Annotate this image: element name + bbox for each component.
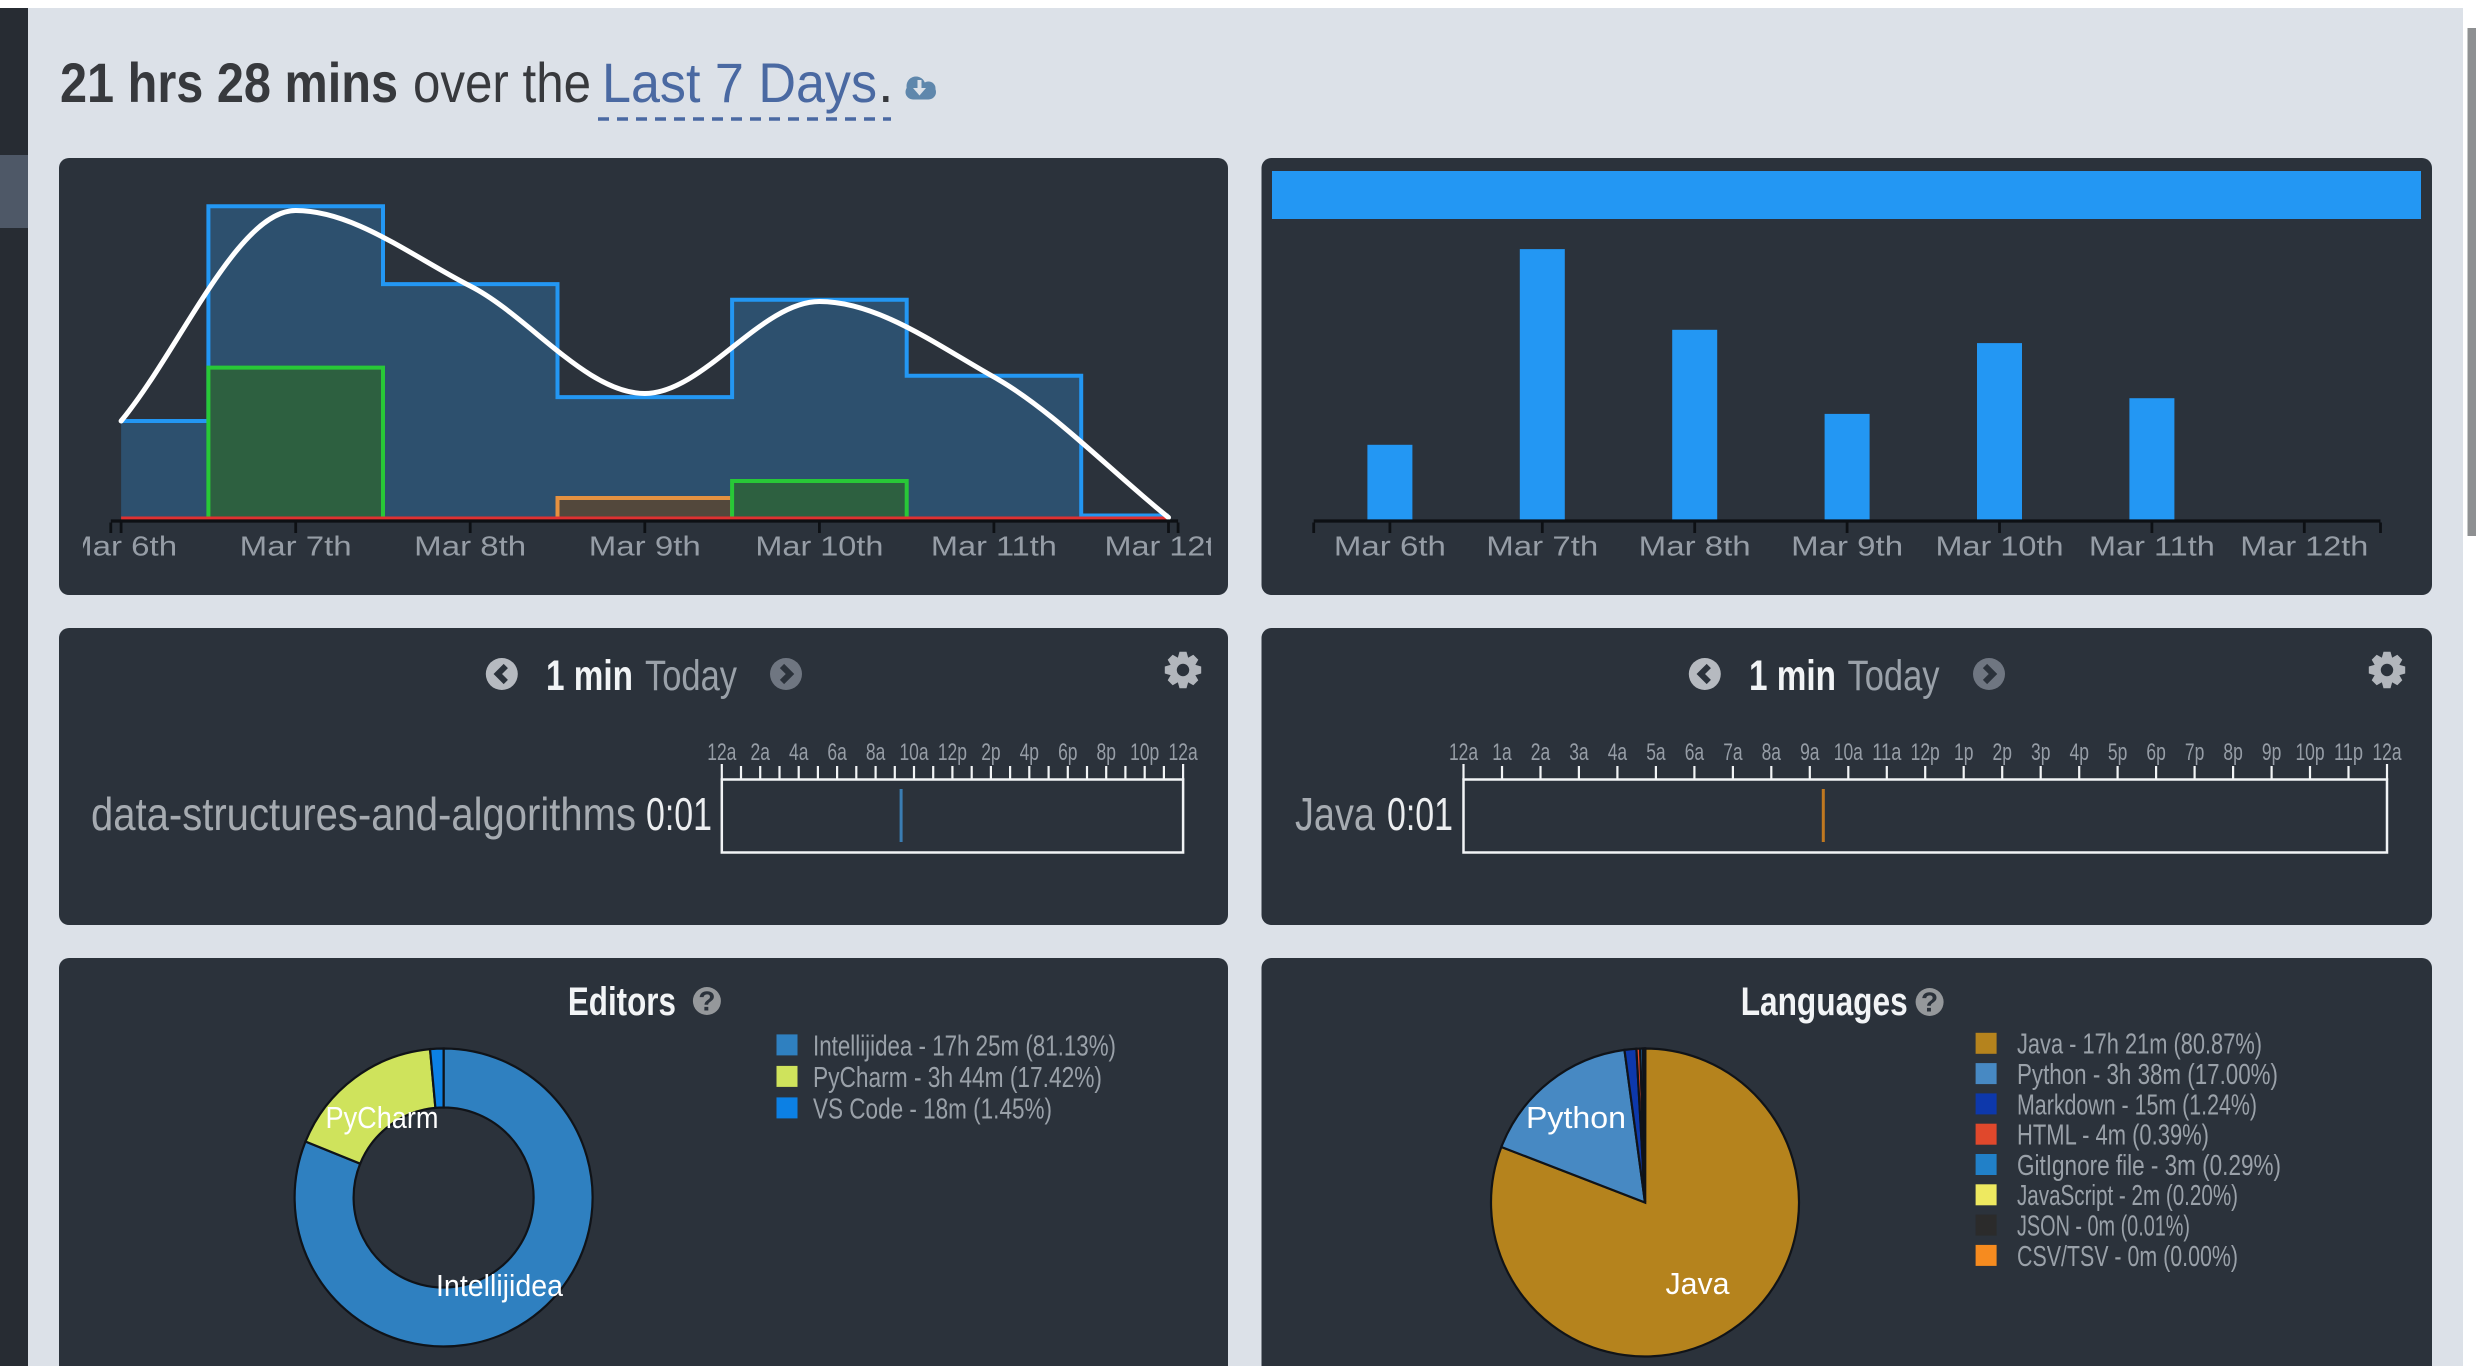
svg-text:10p: 10p xyxy=(1130,739,1159,766)
svg-text:6a: 6a xyxy=(1685,739,1705,766)
svg-text:Java: Java xyxy=(1295,788,1375,840)
svg-text:4p: 4p xyxy=(2070,739,2089,766)
svg-text:5a: 5a xyxy=(1646,739,1666,766)
svg-text:GitIgnore file - 3m (0.29%): GitIgnore file - 3m (0.29%) xyxy=(2017,1150,2281,1182)
svg-text:2a: 2a xyxy=(751,739,771,766)
svg-text:CSV/TSV - 0m (0.00%): CSV/TSV - 0m (0.00%) xyxy=(2017,1241,2238,1273)
svg-text:12a: 12a xyxy=(2372,739,2402,766)
svg-text:8p: 8p xyxy=(1097,739,1116,766)
svg-text:1 min: 1 min xyxy=(546,652,633,700)
svg-text:?: ? xyxy=(698,986,715,1017)
svg-text:Intellijidea - 17h 25m (81.13%: Intellijidea - 17h 25m (81.13%) xyxy=(813,1030,1116,1062)
svg-text:1 min: 1 min xyxy=(1749,652,1836,700)
svg-text:Last 7 Days: Last 7 Days xyxy=(602,51,877,114)
svg-text:8a: 8a xyxy=(866,739,886,766)
svg-text:8p: 8p xyxy=(2223,739,2242,766)
svg-text:JavaScript - 2m (0.20%): JavaScript - 2m (0.20%) xyxy=(2017,1180,2238,1212)
svg-text:21 hrs 28 mins: 21 hrs 28 mins xyxy=(60,51,398,114)
svg-text:Markdown - 15m (1.24%): Markdown - 15m (1.24%) xyxy=(2017,1089,2257,1121)
svg-text:Mar 6th: Mar 6th xyxy=(1334,531,1446,562)
svg-text:11a: 11a xyxy=(1872,739,1902,766)
svg-text:Python: Python xyxy=(1526,1100,1626,1135)
svg-text:6p: 6p xyxy=(1058,739,1077,766)
svg-text:Java - 17h 21m (80.87%): Java - 17h 21m (80.87%) xyxy=(2017,1029,2262,1061)
svg-text:12a: 12a xyxy=(1169,739,1199,766)
svg-text:12p: 12p xyxy=(1911,739,1940,766)
svg-text:Intellijidea: Intellijidea xyxy=(436,1268,564,1303)
svg-text:PyCharm - 3h 44m (17.42%): PyCharm - 3h 44m (17.42%) xyxy=(813,1062,1102,1094)
svg-text:Mar 7th: Mar 7th xyxy=(240,531,352,562)
svg-text:4p: 4p xyxy=(1020,739,1039,766)
svg-text:11p: 11p xyxy=(2334,739,2363,766)
svg-text:Today: Today xyxy=(1848,652,1940,700)
svg-text:1a: 1a xyxy=(1492,739,1512,766)
svg-text:12a: 12a xyxy=(1449,739,1479,766)
svg-text:5p: 5p xyxy=(2108,739,2127,766)
svg-text:Mar 9th: Mar 9th xyxy=(1791,531,1903,562)
svg-text:Mar 12th: Mar 12th xyxy=(1105,531,1233,562)
svg-text:?: ? xyxy=(1921,987,1938,1018)
svg-text:Mar 11th: Mar 11th xyxy=(931,531,1057,562)
svg-text:Languages: Languages xyxy=(1741,980,1908,1024)
svg-text:9p: 9p xyxy=(2262,739,2281,766)
svg-text:Today: Today xyxy=(645,652,737,700)
svg-text:0:01: 0:01 xyxy=(1387,788,1453,840)
svg-text:Python - 3h 38m (17.00%): Python - 3h 38m (17.00%) xyxy=(2017,1059,2278,1091)
svg-text:10a: 10a xyxy=(899,739,929,766)
svg-text:Java: Java xyxy=(1666,1266,1731,1301)
svg-text:over the: over the xyxy=(413,51,591,114)
svg-text:.: . xyxy=(878,51,894,114)
svg-text:Mar 8th: Mar 8th xyxy=(1639,531,1751,562)
svg-text:7p: 7p xyxy=(2185,739,2204,766)
svg-text:PyCharm: PyCharm xyxy=(326,1100,439,1135)
svg-text:2a: 2a xyxy=(1531,739,1551,766)
svg-text:VS Code - 18m (1.45%): VS Code - 18m (1.45%) xyxy=(813,1093,1052,1125)
svg-text:JSON - 0m (0.01%): JSON - 0m (0.01%) xyxy=(2017,1211,2190,1243)
svg-text:3a: 3a xyxy=(1569,739,1589,766)
svg-text:Mar 12th: Mar 12th xyxy=(2240,531,2368,562)
svg-text:7a: 7a xyxy=(1723,739,1743,766)
svg-text:Mar 8th: Mar 8th xyxy=(414,531,526,562)
svg-text:3p: 3p xyxy=(2031,739,2050,766)
svg-text:Mar 10th: Mar 10th xyxy=(1936,531,2064,562)
svg-text:HTML - 4m (0.39%): HTML - 4m (0.39%) xyxy=(2017,1120,2209,1152)
svg-text:6p: 6p xyxy=(2146,739,2165,766)
svg-text:Mar 9th: Mar 9th xyxy=(589,531,701,562)
svg-text:12p: 12p xyxy=(938,739,967,766)
svg-text:10a: 10a xyxy=(1834,739,1864,766)
svg-text:Mar 10th: Mar 10th xyxy=(755,531,883,562)
svg-text:9a: 9a xyxy=(1800,739,1820,766)
svg-text:Editors: Editors xyxy=(568,980,676,1024)
svg-text:Mar 7th: Mar 7th xyxy=(1486,531,1598,562)
svg-text:Mar 11th: Mar 11th xyxy=(2089,531,2215,562)
svg-text:10p: 10p xyxy=(2295,739,2324,766)
svg-text:6a: 6a xyxy=(827,739,847,766)
svg-text:8a: 8a xyxy=(1762,739,1782,766)
svg-text:4a: 4a xyxy=(789,739,809,766)
svg-text:2p: 2p xyxy=(981,739,1000,766)
svg-text:4a: 4a xyxy=(1608,739,1628,766)
svg-text:2p: 2p xyxy=(1993,739,2012,766)
svg-text:0:01: 0:01 xyxy=(646,788,712,840)
svg-text:data-structures-and-algorithms: data-structures-and-algorithms xyxy=(91,788,636,840)
svg-text:Mar 6th: Mar 6th xyxy=(65,531,177,562)
svg-text:12a: 12a xyxy=(707,739,737,766)
svg-text:1p: 1p xyxy=(1954,739,1973,766)
